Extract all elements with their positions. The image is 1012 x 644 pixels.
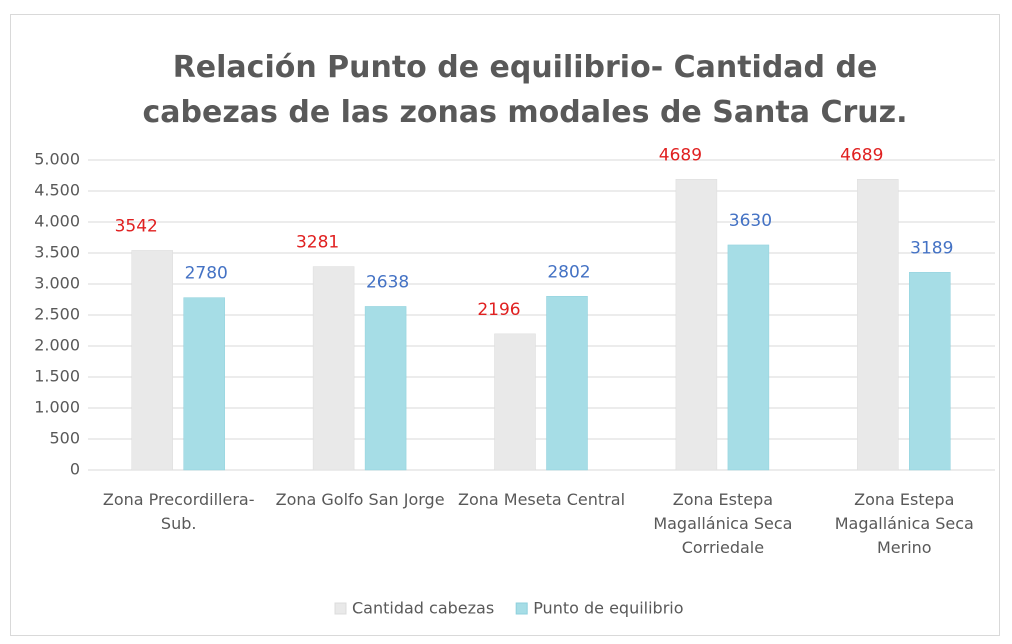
bar bbox=[546, 296, 588, 471]
y-tick-label: 2.000 bbox=[34, 336, 80, 355]
bar bbox=[675, 179, 718, 471]
x-tick-label: Zona Estepa Magallánica Seca Merino bbox=[834, 490, 974, 557]
data-label: 2802 bbox=[547, 262, 590, 282]
data-label: 2638 bbox=[366, 272, 409, 292]
bar bbox=[494, 333, 536, 471]
y-tick-label: 1.000 bbox=[34, 398, 80, 417]
y-tick-label: 4.500 bbox=[34, 181, 80, 200]
y-tick-label: 5.000 bbox=[34, 150, 80, 169]
y-tick-label: 500 bbox=[49, 429, 80, 448]
bar bbox=[312, 266, 355, 471]
x-tick-label: Zona Estepa Magallánica Seca Corriedale bbox=[653, 490, 793, 557]
data-label: 4689 bbox=[659, 145, 702, 165]
y-tick-label: 3.500 bbox=[34, 243, 80, 262]
y-tick-label: 0 bbox=[70, 460, 80, 479]
y-tick-label: 3.000 bbox=[34, 274, 80, 293]
data-label: 3630 bbox=[729, 211, 772, 231]
legend-swatch bbox=[334, 602, 347, 615]
x-tick-label: Zona Golfo San Jorge bbox=[275, 490, 445, 509]
y-tick-label: 1.500 bbox=[34, 367, 80, 386]
data-label: 2780 bbox=[185, 264, 228, 284]
bar bbox=[131, 250, 173, 471]
data-label: 3281 bbox=[296, 233, 339, 253]
data-label: 3189 bbox=[910, 238, 953, 258]
bar bbox=[857, 179, 899, 471]
legend-label: Cantidad cabezas bbox=[352, 599, 494, 618]
data-label: 3542 bbox=[115, 216, 158, 236]
chart-frame bbox=[10, 14, 1000, 636]
y-tick-label: 2.500 bbox=[34, 305, 80, 324]
bar bbox=[364, 306, 407, 471]
bar bbox=[909, 272, 951, 471]
bar bbox=[183, 297, 225, 471]
y-tick-label: 4.000 bbox=[34, 212, 80, 231]
data-label: 4689 bbox=[840, 145, 883, 165]
x-tick-label: Zona Meseta Central bbox=[457, 490, 626, 509]
legend-label: Punto de equilibrio bbox=[533, 599, 683, 618]
x-tick-label: Zona Precordillera-Sub. bbox=[102, 490, 255, 533]
legend-swatch bbox=[515, 602, 528, 615]
bar bbox=[727, 244, 770, 471]
data-label: 2196 bbox=[477, 300, 520, 320]
chart-title: Relación Punto de equilibrio- Cantidad d… bbox=[142, 50, 908, 130]
